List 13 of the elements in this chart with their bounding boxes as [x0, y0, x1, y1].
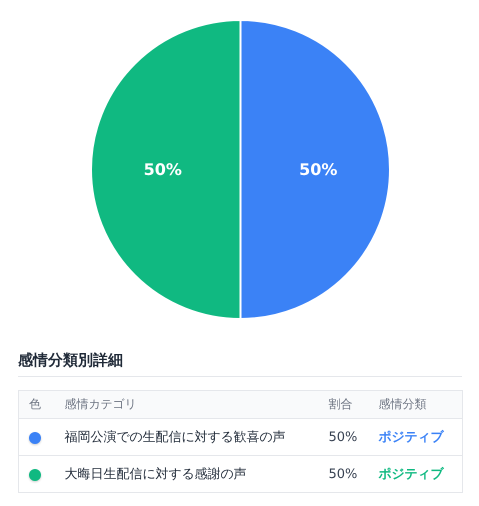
text: 色 — [28, 396, 42, 413]
text: 50% — [328, 466, 358, 482]
text: 50% — [328, 430, 358, 444]
text: ポジティブ — [378, 466, 445, 484]
text: 感情分類 — [378, 396, 428, 413]
legend-label: 大晦日生配信に対する感謝の声 — [64, 466, 248, 484]
data-label: 50% — [144, 160, 182, 179]
text: ポジティブ — [378, 428, 445, 447]
data-label: 50% — [299, 160, 338, 179]
legend-label: 福岡公演での生配信に対する歓喜の声 — [64, 429, 286, 447]
text: 感情カテゴリ — [64, 396, 138, 413]
legend-title: 感情分類別詳細 — [18, 346, 462, 377]
text: 割合 — [328, 396, 354, 413]
